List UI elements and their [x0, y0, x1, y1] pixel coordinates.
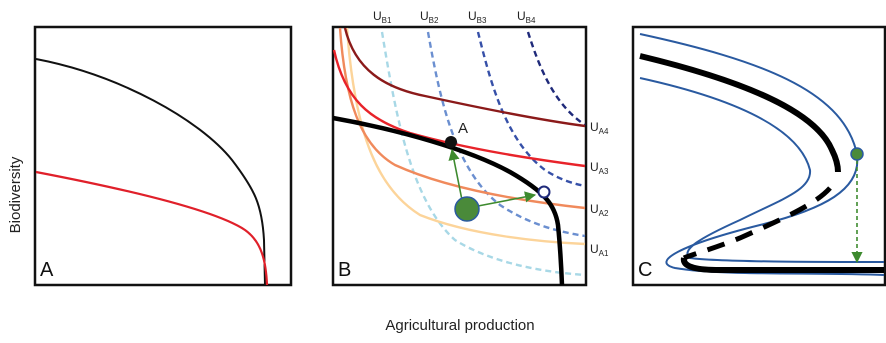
ub3-label: UB3 — [468, 9, 487, 25]
open-point — [537, 185, 551, 199]
x-axis-title: Agricultural production — [385, 317, 534, 334]
hysteresis-inner-curve — [639, 77, 885, 263]
hysteresis-outer-curve — [639, 33, 885, 276]
arrow-to-a — [448, 148, 463, 201]
point-a-label: A — [458, 120, 468, 137]
panel-a-frame — [33, 25, 293, 287]
upper-stable-branch — [639, 53, 841, 173]
green-start-point — [454, 196, 480, 222]
panel-c: C — [631, 25, 886, 287]
panel-a-red-curve — [35, 170, 269, 286]
ub1-curve — [380, 31, 586, 277]
panel-a-black-curve — [35, 58, 266, 286]
panel-b: A UB1 UB2 UB3 UB4 UA4 UA3 UA2 UA1 B — [331, 9, 609, 287]
ua4-curve — [343, 27, 586, 128]
ub1-label: UB1 — [373, 9, 392, 25]
panel-c-label: C — [638, 259, 652, 281]
ub3-curve — [476, 31, 586, 188]
ub2-label: UB2 — [420, 9, 439, 25]
panel-b-frame — [331, 25, 588, 287]
ub4-curve — [526, 31, 586, 126]
arrow-to-frontier — [477, 191, 537, 207]
tipping-point — [850, 147, 864, 161]
ua3-label: UA3 — [590, 160, 609, 176]
ub4-label: UB4 — [517, 9, 536, 25]
ua4-label: UA4 — [590, 120, 609, 136]
lower-stable-branch — [680, 257, 884, 274]
panel-b-label: B — [338, 259, 351, 281]
ua2-label: UA2 — [590, 202, 609, 218]
panel-c-frame — [631, 25, 886, 287]
unstable-branch — [682, 186, 832, 261]
panel-a-label: A — [40, 259, 54, 281]
point-a — [445, 136, 457, 148]
y-axis-title: Biodiversity — [7, 156, 24, 233]
panel-a: A — [33, 25, 293, 287]
ua1-label: UA1 — [590, 242, 609, 258]
panel-b-frontier — [332, 115, 565, 286]
ua1-curve — [345, 27, 586, 246]
